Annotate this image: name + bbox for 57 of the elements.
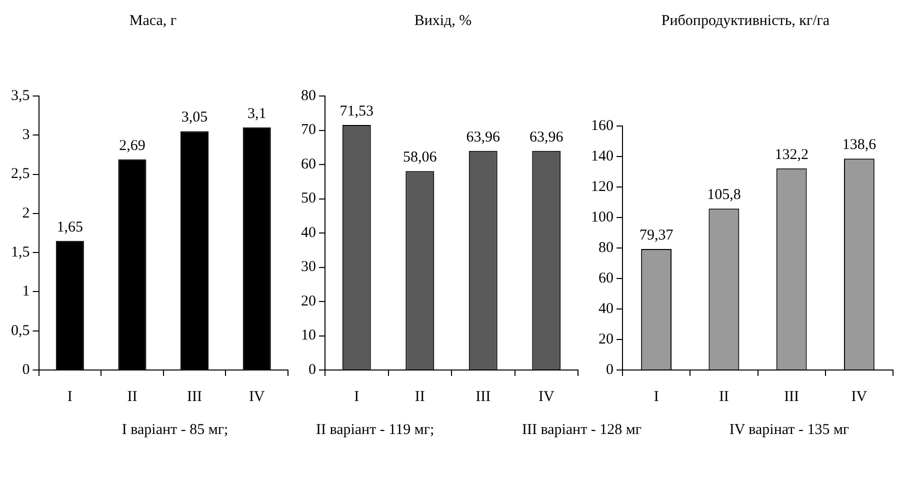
y-tick-label: 70 — [301, 122, 316, 138]
y-tick-label: 50 — [301, 190, 316, 207]
y-tick-label: 120 — [591, 178, 614, 195]
y-tick-label: 100 — [591, 209, 614, 226]
x-tick-label: I — [654, 388, 659, 405]
data-label: 1,65 — [56, 219, 84, 236]
y-tick-label: 0 — [22, 362, 30, 378]
x-tick-label: IV — [538, 388, 554, 405]
x-tick-label: I — [354, 388, 360, 405]
data-label: 63,96 — [466, 129, 500, 146]
y-tick-label: 1 — [22, 284, 30, 300]
x-tick-label: II — [718, 388, 729, 405]
y-tick-label: 60 — [598, 270, 614, 286]
data-label: 2,69 — [119, 138, 146, 154]
data-label: 3,1 — [247, 106, 266, 122]
y-tick-label: 40 — [598, 300, 614, 317]
chart-title: Вихід, % — [413, 12, 473, 31]
y-tick-label: 0 — [308, 362, 316, 378]
x-tick-label: III — [784, 388, 800, 405]
data-label: 71,53 — [340, 103, 374, 120]
y-tick-label: 80 — [598, 240, 614, 256]
y-tick-label: 3 — [22, 127, 30, 144]
text: II варіант - 119 мг; — [316, 422, 434, 439]
y-tick-label: 40 — [301, 224, 316, 241]
y-tick-label: 20 — [301, 293, 316, 310]
data-label: 58,06 — [403, 150, 438, 166]
y-tick-label: 30 — [301, 259, 316, 276]
y-tick-label: 2 — [22, 205, 30, 222]
y-tick-label: 140 — [591, 148, 614, 164]
x-tick-label: I — [67, 388, 72, 405]
data-label: 79,37 — [639, 227, 674, 244]
x-tick-label: II — [127, 388, 138, 405]
text: IV варінат - 135 мг — [729, 422, 850, 439]
x-tick-label: II — [414, 388, 425, 405]
x-tick-label: IV — [851, 388, 868, 405]
y-tick-label: 10 — [301, 328, 316, 344]
x-tick-label: III — [187, 388, 202, 405]
x-tick-label: III — [476, 388, 491, 405]
data-label: 3,05 — [181, 110, 208, 126]
y-tick-label: 60 — [301, 156, 316, 172]
chart-title: Маса, г — [128, 12, 178, 31]
y-tick-label: 160 — [591, 118, 614, 134]
y-tick-label: 1,5 — [11, 244, 30, 261]
text: I варіант - 85 мг; — [122, 422, 228, 439]
data-label: 63,96 — [530, 129, 564, 146]
x-tick-label: IV — [248, 388, 265, 405]
data-label: 138,6 — [842, 137, 877, 154]
chart-title: Рибопродуктивність, кг/га — [660, 12, 831, 31]
text: III варіант - 128 мг — [522, 422, 642, 439]
y-tick-label: 0,5 — [11, 322, 30, 339]
y-tick-label: 20 — [598, 331, 614, 348]
y-tick-label: 80 — [301, 88, 316, 104]
data-label: 105,8 — [707, 187, 741, 204]
data-label: 132,2 — [774, 146, 808, 163]
y-tick-label: 2,5 — [11, 166, 30, 182]
y-tick-label: 0 — [606, 362, 614, 378]
y-tick-label: 3,5 — [11, 88, 30, 104]
